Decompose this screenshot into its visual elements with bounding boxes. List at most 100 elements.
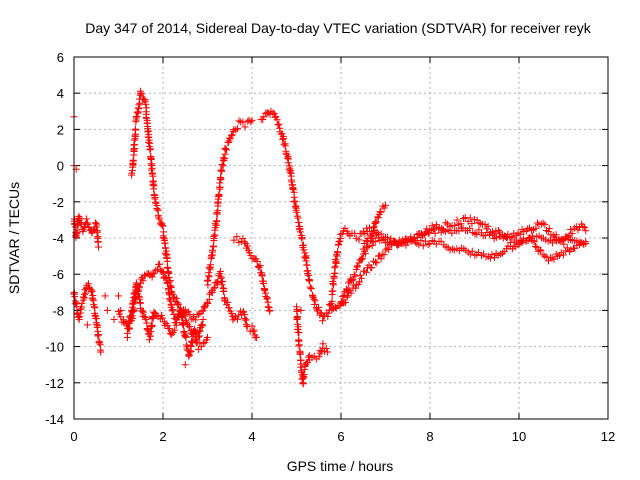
data-point [562,247,570,255]
data-point [368,242,376,250]
data-point [494,226,502,234]
data-point [146,146,154,154]
data-point [531,242,539,250]
data-point [169,290,177,298]
data-point [294,214,302,222]
data-point [239,234,247,242]
data-point [130,305,138,313]
data-point [274,121,282,129]
data-point [492,233,500,241]
data-point [451,222,459,230]
y-tick-label: 2 [57,122,64,137]
data-point [186,322,194,330]
data-point [329,287,337,295]
data-point [293,212,301,220]
data-point [264,303,272,311]
data-point [420,230,428,238]
plot-frame [73,56,609,420]
data-point [200,303,208,311]
data-point [545,257,553,265]
x-tick-label: 12 [601,429,615,444]
data-point [155,215,163,223]
data-point [281,142,289,150]
x-axis-label: GPS time / hours [287,458,394,474]
data-point [185,352,193,360]
data-point [339,293,347,301]
data-point [565,231,573,239]
data-point [97,348,105,356]
data-point [539,251,547,259]
data-point [150,190,158,198]
data-point [87,286,95,294]
data-point [163,257,171,265]
data-point [79,228,87,236]
data-point [368,264,376,272]
data-point [221,150,229,158]
data-point [204,276,212,284]
data-point [382,201,389,209]
data-point [559,251,567,259]
data-point [75,212,83,220]
data-point [128,303,136,311]
x-tick-label: 2 [159,429,166,444]
x-tick-label: 0 [70,429,77,444]
data-point [296,349,304,357]
data-point [331,264,339,272]
data-point [259,277,267,285]
data-point [558,236,566,244]
data-point [93,323,101,331]
data-point [150,269,158,277]
data-point [147,145,155,153]
data-point [185,351,193,359]
y-tick-label: 6 [57,50,64,65]
data-point [120,318,128,326]
data-point [129,314,137,322]
data-point [188,338,196,346]
data-point [220,287,228,295]
data-point [228,132,236,140]
data-point [466,214,474,222]
data-point [150,185,158,193]
data-point [536,246,544,254]
data-point [225,304,233,312]
data-point [304,267,312,275]
data-point [376,208,384,216]
data-point [357,256,365,264]
data-point [466,224,474,232]
y-tick-label: -10 [45,340,64,355]
data-point [151,195,159,203]
data-point [393,241,401,249]
data-point [426,226,434,234]
data-point [182,341,190,349]
data-point [171,326,179,334]
data-point [178,311,186,319]
data-point [163,263,171,271]
data-point [172,295,180,303]
data-point [475,219,483,227]
data-point [373,259,381,267]
data-point [365,242,373,250]
chart-title: Day 347 of 2014, Sidereal Day-to-day VTE… [85,20,591,36]
data-point [356,271,364,279]
data-point [380,251,388,259]
data-point [300,370,308,378]
x-axis-ticks: 0 2 4 6 8 10 12 [70,57,615,444]
data-point [221,144,229,152]
data-point [342,298,350,306]
data-point [253,257,261,265]
data-point [247,118,255,126]
data-point [223,146,231,154]
data-point [291,203,299,211]
data-point [149,181,157,189]
data-point [582,239,590,247]
data-point [432,221,440,229]
data-point [154,213,162,221]
data-point [234,315,242,323]
data-point [139,277,147,285]
data-point [330,281,338,289]
data-point [548,254,556,262]
data-point [222,145,230,153]
data-point [383,244,391,252]
data-point [78,299,86,307]
data-point [397,239,405,247]
